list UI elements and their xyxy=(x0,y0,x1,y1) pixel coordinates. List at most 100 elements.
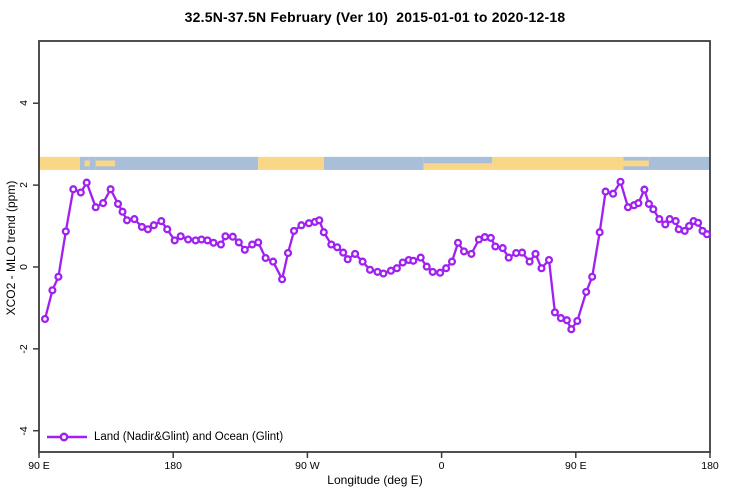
map-strip-segment-land xyxy=(258,156,324,170)
y-tick-label: -4 xyxy=(18,426,30,436)
data-point xyxy=(518,248,527,257)
data-point xyxy=(234,238,243,247)
data-point xyxy=(184,235,193,244)
map-strip-segment-ocean xyxy=(80,156,85,170)
data-point xyxy=(157,217,166,226)
data-point xyxy=(428,267,437,276)
data-point xyxy=(453,238,463,247)
data-point xyxy=(467,249,476,258)
data-point xyxy=(409,256,418,265)
data-point xyxy=(601,187,610,196)
map-strip-segment-isles-land xyxy=(623,160,649,167)
data-point xyxy=(61,227,70,236)
data-point xyxy=(588,272,597,281)
data-point xyxy=(595,228,604,237)
data-point xyxy=(343,255,352,264)
data-point xyxy=(176,232,185,241)
legend-label: Land (Nadir&Glint) and Ocean (Glint) xyxy=(94,431,284,443)
y-tick-label: 2 xyxy=(18,182,30,189)
data-point xyxy=(694,218,703,227)
map-strip-segment-coast-land xyxy=(423,163,493,170)
data-point xyxy=(531,249,540,258)
data-point xyxy=(644,199,653,208)
data-point xyxy=(649,205,658,214)
data-point xyxy=(221,232,230,241)
data-point xyxy=(379,269,388,278)
data-point xyxy=(113,199,123,208)
data-point xyxy=(537,264,546,273)
x-tick-label: 90 E xyxy=(564,460,587,472)
data-point xyxy=(261,253,270,263)
data-point xyxy=(365,265,375,274)
map-strip-segment-isles-land xyxy=(95,160,116,167)
data-point xyxy=(504,253,513,262)
data-point xyxy=(351,249,360,258)
data-point xyxy=(48,286,57,295)
data-point xyxy=(616,177,625,186)
map-strip-segment-ocean xyxy=(323,156,424,170)
data-point xyxy=(544,255,554,265)
data-point xyxy=(339,248,348,257)
map-strip-segment-land xyxy=(39,156,81,170)
data-point xyxy=(491,242,500,251)
y-tick-label: 4 xyxy=(18,100,30,107)
data-point xyxy=(459,247,469,256)
data-point xyxy=(197,235,206,244)
y-tick-label: 0 xyxy=(18,264,30,270)
legend-marker-icon xyxy=(59,432,69,442)
trend-line xyxy=(43,180,709,331)
data-point xyxy=(634,199,643,208)
data-point xyxy=(655,215,664,224)
data-point xyxy=(671,217,680,226)
data-point xyxy=(685,221,694,231)
data-point xyxy=(498,244,507,253)
data-point xyxy=(319,228,328,237)
data-point xyxy=(118,207,127,216)
data-point xyxy=(333,243,342,252)
data-point xyxy=(447,257,457,266)
plot-box xyxy=(38,40,711,453)
y-tick-label: -2 xyxy=(18,344,30,354)
data-point xyxy=(209,238,218,247)
map-strip-segment-isles-land xyxy=(84,160,90,167)
data-point xyxy=(40,314,50,324)
data-point xyxy=(525,257,534,266)
y-axis-label: XCO2 - MLO trend (ppm) xyxy=(4,180,18,316)
data-point xyxy=(269,257,278,266)
data-point xyxy=(283,248,293,258)
data-point xyxy=(228,232,237,241)
data-point xyxy=(170,236,179,245)
data-point xyxy=(573,316,582,326)
map-strip-segment-coast-ocean xyxy=(423,156,493,164)
data-point xyxy=(640,185,649,194)
data-point xyxy=(442,264,451,273)
x-tick-label: 90 W xyxy=(295,460,320,472)
x-tick-label: 180 xyxy=(701,460,719,472)
map-strip-segment-land xyxy=(492,156,624,170)
data-point xyxy=(567,325,576,334)
data-point xyxy=(562,316,571,325)
data-point xyxy=(416,253,425,262)
map-strip-segment-ocean xyxy=(115,156,259,170)
data-point xyxy=(422,262,431,271)
data-point xyxy=(609,189,618,198)
data-point xyxy=(216,240,225,249)
data-point xyxy=(680,226,689,235)
data-point xyxy=(392,264,401,273)
data-point xyxy=(99,199,108,208)
data-point xyxy=(550,308,559,317)
data-point xyxy=(486,233,495,242)
data-point xyxy=(436,268,445,277)
data-point xyxy=(149,221,158,230)
data-point xyxy=(297,221,306,230)
data-point xyxy=(54,272,63,281)
data-point xyxy=(143,225,152,234)
x-axis-label: Longitude (deg E) xyxy=(327,473,423,487)
data-point xyxy=(254,238,263,247)
data-point xyxy=(106,185,115,194)
data-point xyxy=(82,178,91,187)
chart-title: 32.5N-37.5N February (Ver 10) 2015-01-01… xyxy=(184,9,566,25)
map-strip-segment-ocean xyxy=(89,156,96,170)
